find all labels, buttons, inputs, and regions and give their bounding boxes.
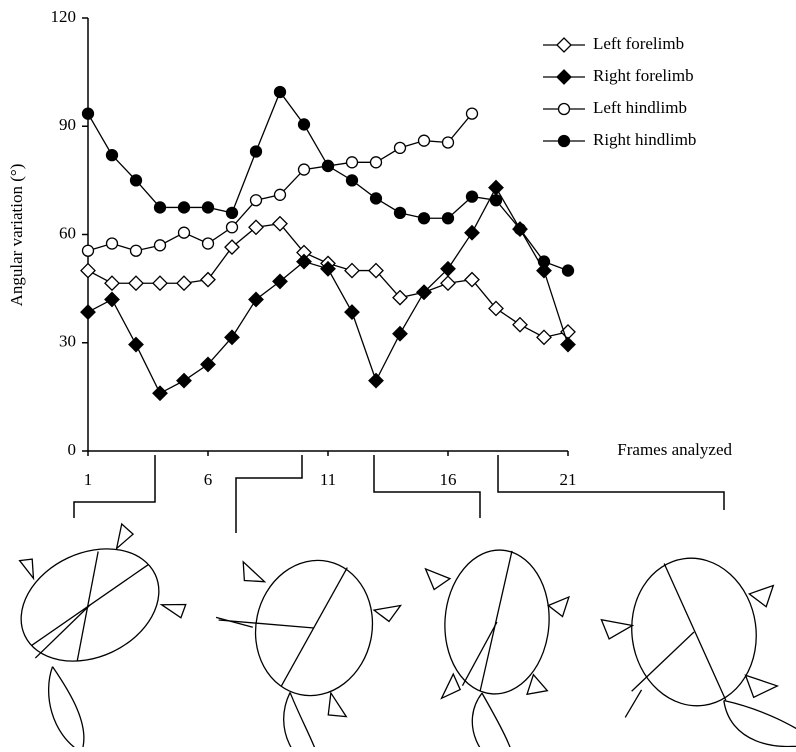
marker bbox=[129, 276, 143, 290]
marker bbox=[275, 189, 286, 200]
marker bbox=[467, 108, 478, 119]
marker bbox=[179, 227, 190, 238]
marker bbox=[347, 175, 358, 186]
marker bbox=[81, 305, 95, 319]
x-tick-label: 11 bbox=[320, 470, 336, 489]
marker bbox=[275, 86, 286, 97]
marker bbox=[107, 238, 118, 249]
marker bbox=[419, 135, 430, 146]
legend-marker bbox=[559, 104, 570, 115]
marker bbox=[563, 265, 574, 276]
marker bbox=[513, 318, 527, 332]
marker bbox=[155, 240, 166, 251]
y-tick-label: 30 bbox=[59, 332, 76, 351]
marker bbox=[491, 195, 502, 206]
marker bbox=[419, 213, 430, 224]
marker bbox=[465, 226, 479, 240]
marker bbox=[105, 276, 119, 290]
marker bbox=[249, 220, 263, 234]
marker bbox=[537, 330, 551, 344]
marker bbox=[225, 240, 239, 254]
marker bbox=[177, 276, 191, 290]
x-tick-label: 21 bbox=[560, 470, 577, 489]
legend-label: Left forelimb bbox=[593, 34, 684, 53]
y-tick-label: 0 bbox=[68, 440, 77, 459]
marker bbox=[203, 238, 214, 249]
marker bbox=[297, 255, 311, 269]
marker bbox=[489, 181, 503, 195]
marker bbox=[345, 305, 359, 319]
marker bbox=[395, 142, 406, 153]
marker bbox=[249, 292, 263, 306]
x-axis-label: Frames analyzed bbox=[617, 440, 732, 459]
marker bbox=[443, 213, 454, 224]
marker bbox=[393, 327, 407, 341]
marker bbox=[345, 264, 359, 278]
figure: Angular variation (°) Frames analyzed 0 3… bbox=[0, 0, 796, 747]
marker bbox=[227, 222, 238, 233]
marker bbox=[251, 195, 262, 206]
marker bbox=[153, 276, 167, 290]
legend-label: Right forelimb bbox=[593, 66, 694, 85]
marker bbox=[273, 274, 287, 288]
marker bbox=[131, 245, 142, 256]
marker bbox=[203, 202, 214, 213]
marker bbox=[347, 157, 358, 168]
marker bbox=[83, 108, 94, 119]
marker bbox=[561, 338, 575, 352]
brackets bbox=[74, 455, 724, 533]
marker bbox=[227, 207, 238, 218]
marker bbox=[201, 273, 215, 287]
marker bbox=[155, 202, 166, 213]
marker bbox=[107, 150, 118, 161]
y-tick-label: 120 bbox=[51, 7, 77, 26]
marker bbox=[129, 338, 143, 352]
marker bbox=[153, 386, 167, 400]
x-tick-label: 1 bbox=[84, 470, 93, 489]
marker bbox=[371, 157, 382, 168]
y-axis-label: Angular variation (°) bbox=[7, 164, 26, 307]
legend-label: Right hindlimb bbox=[593, 130, 696, 149]
marker bbox=[539, 256, 550, 267]
legend-label: Left hindlimb bbox=[593, 98, 687, 117]
marker bbox=[369, 374, 383, 388]
legend-marker bbox=[557, 70, 571, 84]
legend-marker bbox=[559, 136, 570, 147]
marker bbox=[443, 137, 454, 148]
marker bbox=[299, 119, 310, 130]
y-tick-label: 90 bbox=[59, 115, 76, 134]
marker bbox=[179, 202, 190, 213]
marker bbox=[177, 374, 191, 388]
x-tick-label: 6 bbox=[204, 470, 213, 489]
marker bbox=[395, 207, 406, 218]
y-tick-label: 60 bbox=[59, 223, 76, 242]
marker bbox=[371, 193, 382, 204]
marker bbox=[515, 224, 526, 235]
marker bbox=[83, 245, 94, 256]
marker bbox=[441, 276, 455, 290]
marker bbox=[131, 175, 142, 186]
marker bbox=[105, 292, 119, 306]
legend-marker bbox=[557, 38, 571, 52]
x-tick-label: 16 bbox=[440, 470, 457, 489]
marker bbox=[299, 164, 310, 175]
marker bbox=[81, 264, 95, 278]
marker bbox=[323, 160, 334, 171]
marker bbox=[467, 191, 478, 202]
marker bbox=[251, 146, 262, 157]
turtle-drawings bbox=[0, 505, 796, 747]
